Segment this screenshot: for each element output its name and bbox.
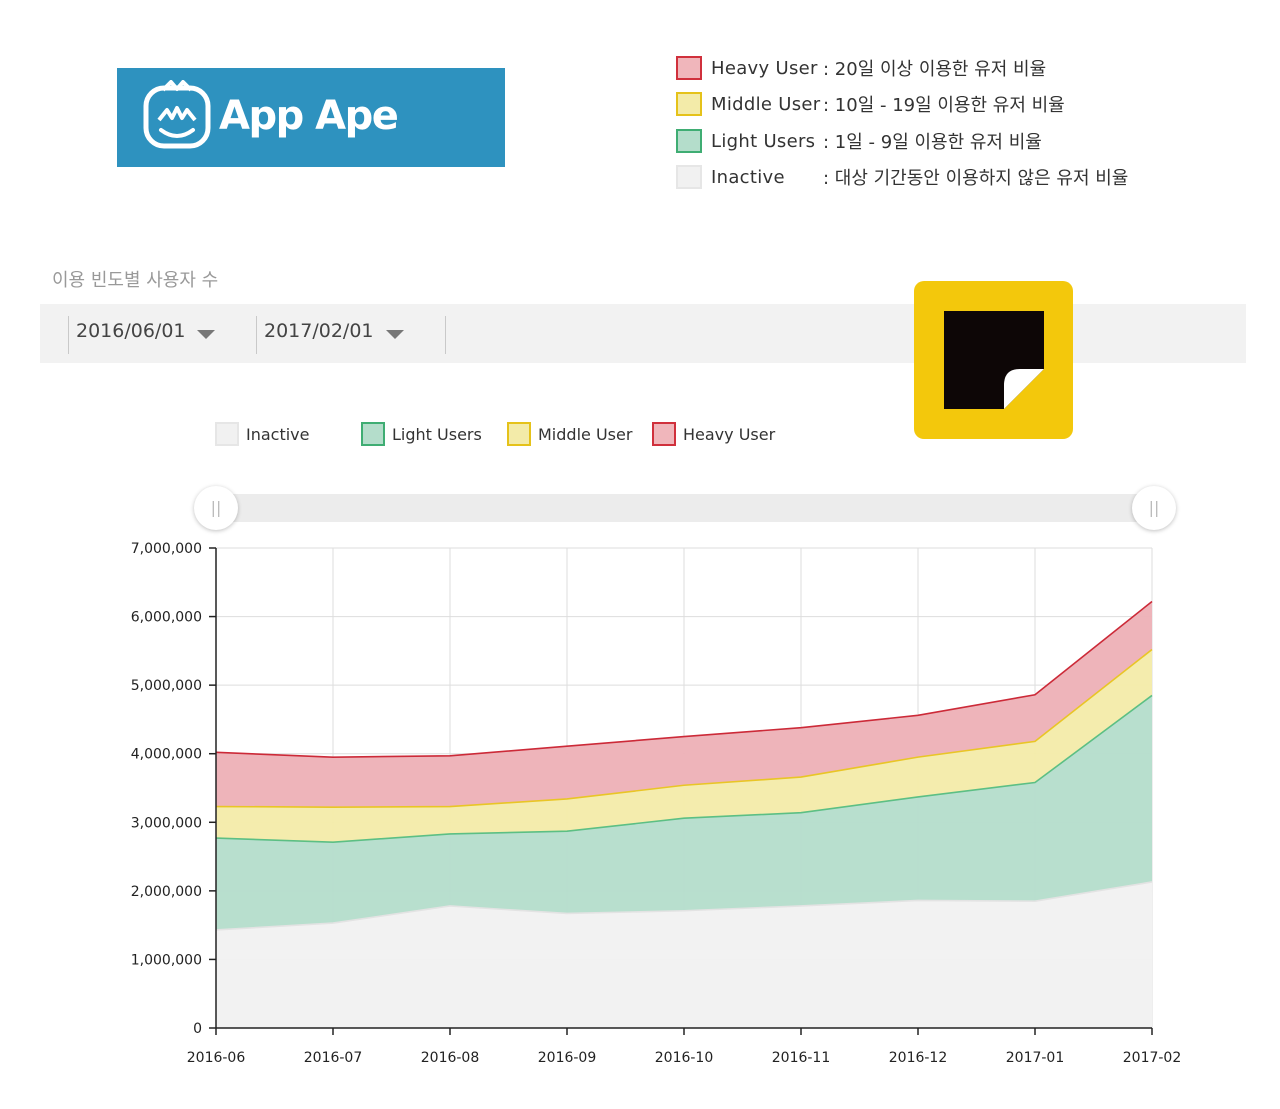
section-title: 이용 빈도별 사용자 수: [52, 270, 219, 291]
range-slider-end-handle[interactable]: ||: [1132, 486, 1176, 530]
y-tick-label: 0: [193, 1021, 202, 1037]
x-tick-label: 2016-11: [772, 1050, 831, 1066]
heavy-user-swatch: [676, 56, 702, 80]
definition-inactive: Inactive : 대상 기간동안 이용하지 않은 유저 비율: [676, 163, 1128, 191]
divider: [256, 316, 257, 354]
divider: [68, 316, 69, 354]
logo-wordmark: App Ape: [219, 93, 399, 139]
definition-label: Inactive: [711, 166, 785, 188]
definition-light-users: Light Users : 1일 - 9일 이용한 유저 비율: [676, 127, 1042, 155]
note-page-icon: [944, 311, 1044, 409]
y-tick-label: 4,000,000: [131, 747, 202, 763]
chevron-down-icon[interactable]: [386, 330, 404, 339]
area-inactive: [216, 881, 1152, 1028]
area-light-users: [216, 695, 1152, 930]
legend-label: Light Users: [392, 424, 482, 444]
legend-item-inactive[interactable]: Inactive: [215, 422, 310, 446]
note-app-icon: [914, 281, 1073, 439]
x-tick-label: 2017-02: [1123, 1050, 1182, 1066]
line-heavy-user: [215, 600, 1153, 758]
legend-item-middle-user[interactable]: Middle User: [507, 422, 632, 446]
legend-label: Middle User: [538, 424, 633, 444]
legend-swatch: [361, 422, 385, 446]
line-inactive: [215, 881, 1153, 931]
definition-desc: : 20일 이상 이용한 유저 비율: [823, 59, 1047, 80]
range-slider-start-handle[interactable]: ||: [194, 486, 238, 530]
definition-label: Heavy User: [711, 57, 818, 79]
area-middle-user: [216, 649, 1152, 843]
divider: [445, 316, 446, 354]
line-middle-user: [215, 648, 1153, 809]
y-tick-label: 6,000,000: [131, 610, 202, 626]
x-tick-label: 2016-06: [187, 1050, 246, 1066]
inactive-swatch: [676, 165, 702, 189]
y-tick-label: 5,000,000: [131, 678, 202, 694]
line-light-users: [215, 694, 1153, 843]
legend-label: Heavy User: [683, 424, 776, 444]
app-ape-monkey-icon: [143, 80, 211, 149]
y-tick-label: 3,000,000: [131, 815, 202, 831]
definition-desc: : 1일 - 9일 이용한 유저 비율: [823, 132, 1042, 153]
definition-middle-user: Middle User : 10일 - 19일 이용한 유저 비율: [676, 90, 1065, 118]
legend-swatch: [507, 422, 531, 446]
x-tick-label: 2016-07: [304, 1050, 363, 1066]
x-tick-label: 2016-10: [655, 1050, 714, 1066]
end-date-select[interactable]: 2017/02/01: [264, 320, 374, 342]
definition-heavy-user: Heavy User : 20일 이상 이용한 유저 비율: [676, 54, 1046, 82]
light-users-swatch: [676, 129, 702, 153]
x-tick-label: 2016-12: [889, 1050, 948, 1066]
definition-desc: : 대상 기간동안 이용하지 않은 유저 비율: [823, 168, 1129, 189]
range-slider-track[interactable]: [215, 494, 1155, 522]
app-ape-logo: App Ape: [117, 68, 505, 167]
legend-label: Inactive: [246, 424, 310, 444]
legend-swatch: [215, 422, 239, 446]
legend-swatch: [652, 422, 676, 446]
start-date-select[interactable]: 2016/06/01: [76, 320, 186, 342]
middle-user-swatch: [676, 92, 702, 116]
y-tick-label: 1,000,000: [131, 952, 202, 968]
x-tick-label: 2016-08: [421, 1050, 480, 1066]
definition-desc: : 10일 - 19일 이용한 유저 비율: [823, 95, 1065, 116]
legend-item-heavy-user[interactable]: Heavy User: [652, 422, 775, 446]
legend-item-light-users[interactable]: Light Users: [361, 422, 482, 446]
definition-label: Middle User: [711, 93, 821, 115]
x-tick-label: 2016-09: [538, 1050, 597, 1066]
y-tick-label: 7,000,000: [131, 541, 202, 557]
x-tick-label: 2017-01: [1006, 1050, 1065, 1066]
chevron-down-icon[interactable]: [197, 330, 215, 339]
y-tick-label: 2,000,000: [131, 884, 202, 900]
definition-label: Light Users: [711, 130, 816, 152]
